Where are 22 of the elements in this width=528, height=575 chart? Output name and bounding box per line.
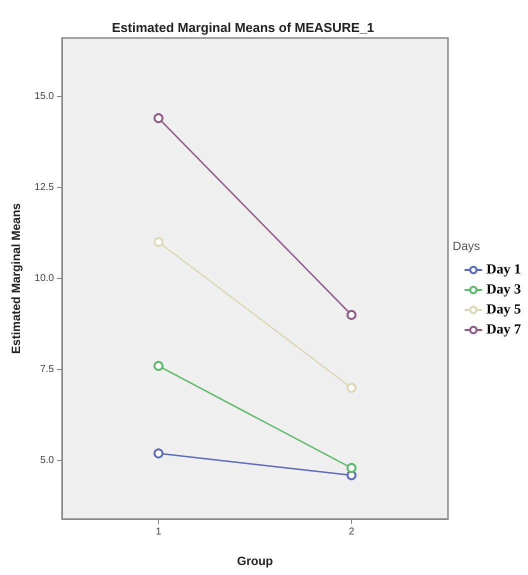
x-tick-label: 2 (348, 526, 355, 538)
x-axis-title: Group (237, 554, 273, 568)
point (346, 310, 356, 320)
point (346, 382, 356, 393)
point (154, 448, 164, 458)
legend-title: Days (452, 239, 480, 253)
legend-label: Day 5 (486, 302, 522, 318)
x-tick-label: 1 (156, 526, 162, 538)
y-tick-label: 5.0 (40, 455, 54, 466)
point (154, 237, 164, 248)
point (154, 360, 164, 371)
point (154, 113, 164, 124)
y-tick-label: 15.0 (34, 90, 54, 102)
legend-label: Day 1 (486, 262, 522, 278)
y-tick-label: 12.5 (34, 182, 54, 193)
y-tick-label: 7.5 (40, 364, 54, 376)
legend-label: Day 7 (486, 322, 522, 338)
chart-title: Estimated Marginal Means of MEASURE_1 (112, 20, 374, 35)
y-axis-title: Estimated Marginal Means (9, 202, 23, 354)
legend-label: Day 3 (486, 282, 522, 298)
y-tick-label: 10.0 (34, 273, 54, 284)
point (346, 462, 356, 473)
